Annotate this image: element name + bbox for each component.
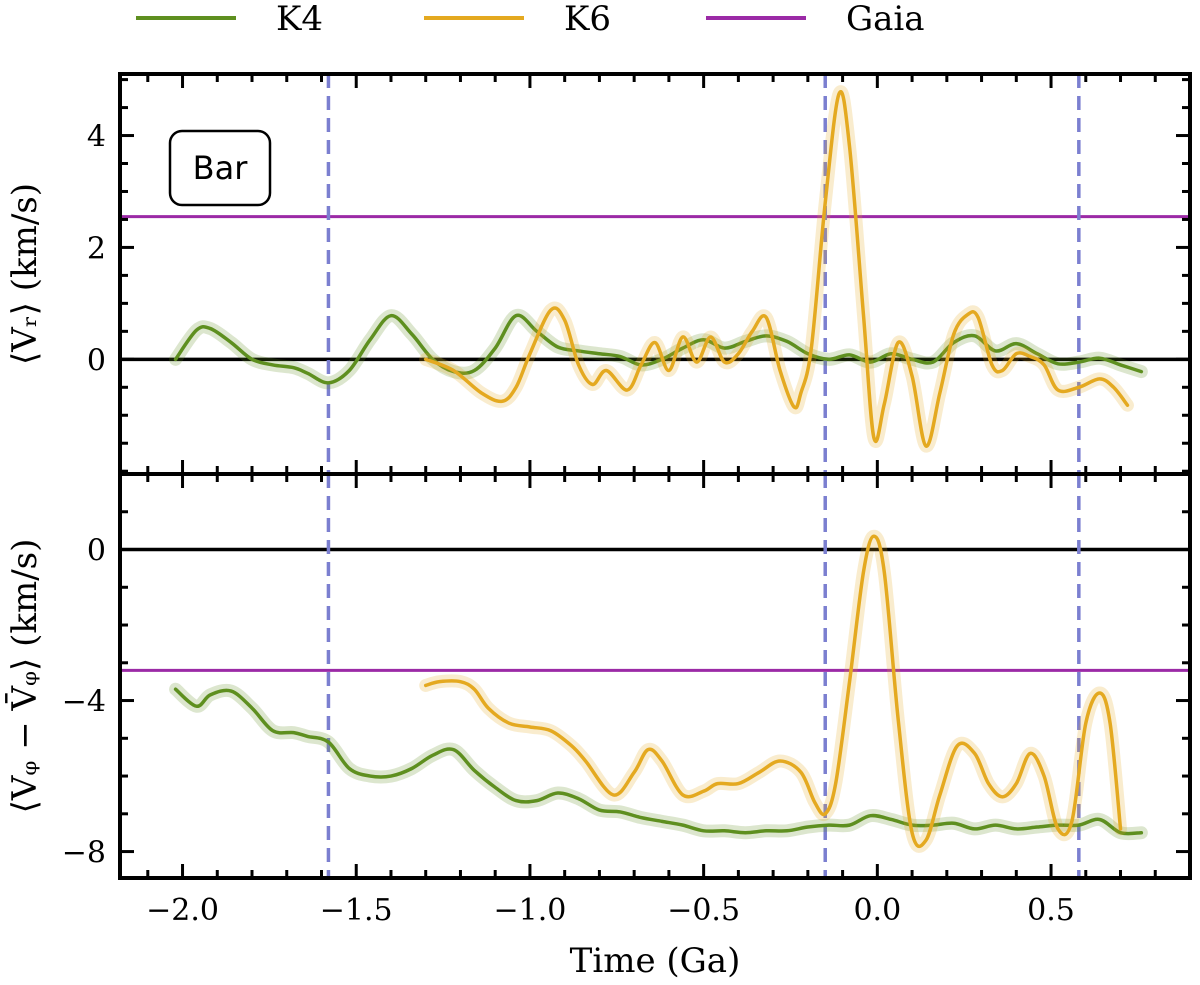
plot-area-vr — [120, 74, 1190, 474]
xtick-label: 0.0 — [853, 893, 901, 928]
ytick-label: 0 — [87, 343, 106, 378]
ytick-label: −4 — [62, 685, 106, 720]
xtick-label: −1.5 — [320, 893, 393, 928]
ylabel-vphi: ⟨Vᵩ − V̄ᵩ⟩ (km/s) — [4, 539, 45, 814]
x-axis: −2.0 −1.5 −1.0 −0.5 0.0 0.5 Time (Ga) — [146, 893, 1075, 981]
xtick-label: −0.5 — [667, 893, 740, 928]
legend-label-Gaia: Gaia — [846, 0, 925, 39]
frame-vr — [118, 72, 1192, 476]
xtick-label: −1.0 — [494, 893, 567, 928]
series-K6-band — [419, 85, 1134, 453]
xtick-label: −2.0 — [146, 893, 219, 928]
ytick-label: 0 — [87, 534, 106, 569]
series-K4-line — [173, 687, 1144, 836]
xtick-label: 0.5 — [1027, 893, 1075, 928]
series-K6-line — [423, 89, 1130, 448]
panel-vphi: −8 −4 0 ⟨Vᵩ − V̄ᵩ⟩ (km/s) — [4, 472, 1192, 880]
legend: K4 K6 Gaia — [136, 0, 925, 39]
annotation-box — [168, 129, 272, 207]
annotation-text: Bar — [193, 149, 249, 187]
frame-vphi — [118, 472, 1192, 880]
ytick-label: 4 — [87, 120, 106, 155]
ylabel-vr: ⟨Vᵣ⟩ (km/s) — [5, 183, 45, 365]
series-K6-line — [423, 534, 1123, 849]
xlabel: Time (Ga) — [570, 941, 741, 981]
legend-label-K4: K4 — [276, 0, 323, 39]
legend-label-K6: K6 — [564, 0, 611, 39]
ytick-label: −8 — [62, 836, 106, 871]
plot-area-vphi — [120, 474, 1190, 878]
ytick-label: 2 — [87, 231, 106, 266]
series-K4-line — [173, 313, 1144, 385]
panel-vr: 0 2 4 ⟨Vᵣ⟩ (km/s) Bar — [5, 72, 1192, 476]
